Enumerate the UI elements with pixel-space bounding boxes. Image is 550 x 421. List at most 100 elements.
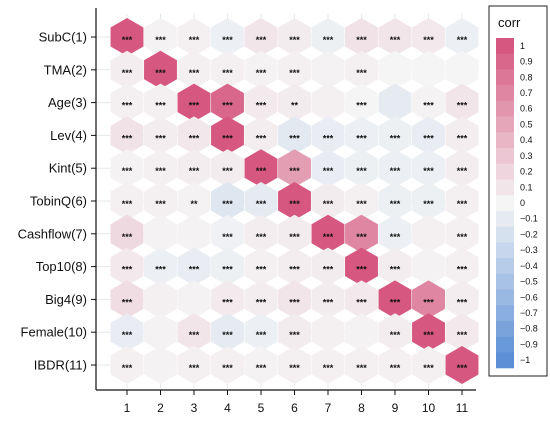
significance-label: ***	[423, 101, 434, 111]
heatmap-cell	[177, 214, 211, 253]
x-tick-label: 2	[157, 401, 164, 415]
significance-label: ***	[256, 330, 267, 340]
significance-label: ***	[457, 330, 468, 340]
heatmap-cell	[445, 50, 479, 89]
heatmap-cell	[311, 50, 345, 89]
heatmap-cell	[311, 116, 345, 155]
heatmap-cell	[345, 247, 378, 286]
heatmap-cell	[177, 247, 211, 286]
heatmap-cell	[311, 280, 345, 319]
significance-label: ***	[323, 363, 334, 373]
heatmap-cell	[278, 313, 311, 352]
colorbar-swatch	[496, 289, 514, 306]
heatmap-cell	[177, 116, 211, 155]
significance-label: ***	[423, 35, 434, 45]
heatmap-cell	[144, 313, 177, 352]
heatmap-cell	[244, 18, 278, 56]
colorbar-tick-label: −0.4	[520, 261, 538, 271]
significance-label: ***	[323, 166, 334, 176]
colorbar-tick-label: 0.3	[520, 151, 533, 161]
significance-label: ***	[256, 232, 267, 242]
significance-label: ***	[256, 166, 267, 176]
heatmap-cell	[378, 247, 412, 286]
colorbar-tick-label: 0.5	[520, 119, 533, 129]
heatmap-cell	[211, 116, 244, 155]
y-tick-label: Female(10)	[21, 325, 87, 340]
heatmap-cell	[445, 214, 479, 253]
heatmap-cell	[311, 182, 345, 220]
colorbar-tick-label: 0.4	[520, 135, 533, 145]
significance-label: ***	[457, 265, 468, 275]
colorbar-swatch	[496, 179, 514, 196]
significance-label: ***	[189, 330, 200, 340]
heatmap-cell	[278, 214, 311, 253]
heatmap-cell	[110, 247, 144, 286]
heatmap-cell	[412, 116, 445, 155]
heatmap-cell	[311, 214, 345, 253]
colorbar-swatch	[496, 242, 514, 259]
heatmap-cell	[177, 50, 211, 89]
colorbar-swatch	[496, 273, 514, 290]
y-tick-label: Kint(5)	[49, 161, 87, 176]
significance-label: ***	[457, 101, 468, 111]
colorbar-swatch	[496, 320, 514, 337]
heatmap-cell	[244, 83, 278, 122]
heatmap-cell	[144, 116, 177, 155]
colorbar-tick-label: −1	[520, 355, 530, 365]
heatmap-cell	[211, 149, 244, 188]
colorbar-tick-label: 0	[520, 198, 525, 208]
colorbar-swatch	[496, 69, 514, 86]
heatmap-cell	[144, 346, 177, 384]
heatmap-cell	[345, 313, 378, 352]
significance-label: ***	[189, 101, 200, 111]
significance-label: ***	[423, 330, 434, 340]
heatmap-cell	[445, 182, 479, 220]
heatmap-cell	[445, 18, 479, 56]
significance-label: ***	[222, 35, 233, 45]
y-tick-label: Top10(8)	[36, 259, 87, 274]
significance-label: ***	[457, 133, 468, 143]
heatmap-cell	[244, 50, 278, 89]
significance-label: ***	[222, 133, 233, 143]
x-tick-label: 10	[422, 401, 436, 415]
heatmap-cell	[244, 182, 278, 220]
significance-label: ***	[122, 330, 133, 340]
significance-label: ***	[356, 68, 367, 78]
colorbar-swatch	[496, 38, 514, 55]
heatmap-cell	[345, 50, 378, 89]
heatmap-cell	[244, 116, 278, 155]
colorbar-swatch	[496, 53, 514, 70]
colorbar-swatch	[496, 148, 514, 165]
significance-label: ***	[289, 133, 300, 143]
heatmap-cell	[110, 313, 144, 352]
significance-label: ***	[289, 68, 300, 78]
heatmap-cell	[110, 50, 144, 89]
significance-label: **	[291, 101, 299, 111]
heatmap-cell	[345, 149, 378, 188]
significance-label: ***	[323, 265, 334, 275]
colorbar-swatch	[496, 100, 514, 117]
heatmap-cell	[144, 182, 177, 220]
heatmap-cell	[345, 346, 378, 384]
colorbar-tick-label: −0.3	[520, 245, 538, 255]
colorbar-legend: corr 1 0.9 0.8 0.7 0.6 0.5 0.4 0.3 0.2 0.1 0 −0.1 −0…	[488, 5, 548, 377]
heatmap-cell	[110, 83, 144, 122]
heatmap-cell	[177, 149, 211, 188]
x-tick-label: 1	[124, 401, 131, 415]
significance-label: ***	[122, 199, 133, 209]
colorbar-swatch	[496, 226, 514, 243]
colorbar-swatch	[496, 305, 514, 322]
heatmap-cell	[211, 280, 244, 319]
heatmap-cell	[244, 280, 278, 319]
significance-label: ***	[122, 35, 133, 45]
heatmap-cell	[177, 346, 211, 384]
significance-label: ***	[289, 35, 300, 45]
significance-label: ***	[356, 101, 367, 111]
heatmap-cell	[345, 83, 378, 122]
heatmap-cell	[345, 18, 378, 56]
significance-label: ***	[122, 166, 133, 176]
heatmap-cell	[144, 83, 177, 122]
significance-label: ***	[323, 199, 334, 209]
significance-label: ***	[122, 265, 133, 275]
